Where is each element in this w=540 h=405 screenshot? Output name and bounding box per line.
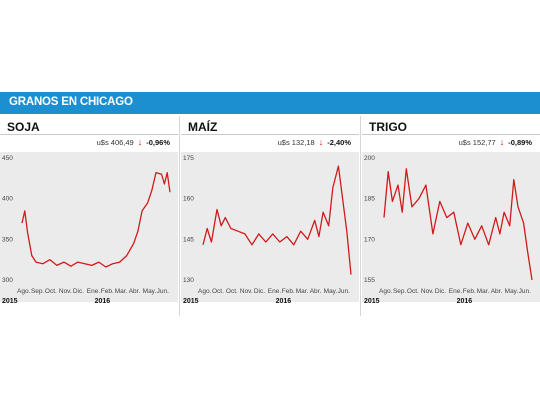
x-tick-label: Ene. [268,288,282,295]
x-tick-label: Jun. [338,288,350,295]
x-tick-label: Nov. [421,288,434,295]
plot-background [362,152,540,302]
x-tick-label: Mar. [296,288,309,295]
y-tick-label: 450 [2,155,13,162]
x-tick-label: Dic. [73,288,84,295]
line-chart: 155 170 185 200 Ago. Sep. Oct. Nov. Dic. Ene. Feb.… [364,155,533,305]
x-tick-label: May. [505,288,519,295]
x-tick-label: Nov. [240,288,253,295]
banner-title: GRANOS EN CHICAGO [9,96,133,108]
x-tick-label: Feb. [282,288,295,295]
x-tick-label: Abr. [310,288,322,295]
year-label: 2015 [2,298,18,305]
x-tick-label: Mar. [115,288,128,295]
x-tick-label: Mar. [477,288,490,295]
x-tick-label: Abr. [129,288,141,295]
series-line [383,168,533,281]
panel-title: TRIGO [369,120,407,134]
down-arrow-icon: ↓ [499,137,505,147]
price-row: u$s 152,77 ↓ -0,89% [458,137,532,148]
x-tick-label: May. [324,288,338,295]
panel-title: MAÍZ [188,120,218,134]
y-tick-label: 185 [364,196,375,203]
panel-trigo: TRIGO u$s 152,77 ↓ -0,89% 155 170 185 200 Ag… [362,116,540,316]
x-tick-label: Sep. [31,288,45,295]
change-value: -2,40% [327,138,351,147]
panel-title: SOJA [7,120,40,134]
year-label: 2016 [276,298,292,305]
y-tick-label: 145 [183,236,194,243]
x-tick-label: Ene. [449,288,463,295]
x-tick-label: Jun. [157,288,169,295]
x-tick-label: Oct. [45,288,57,295]
year-label: 2015 [364,298,380,305]
x-tick-label: Nov. [59,288,72,295]
x-tick-label: Oct. [226,288,238,295]
price-row: u$s 406,49 ↓ -0,96% [96,137,170,148]
plot-background [0,152,178,302]
series-line [202,165,352,275]
panel-divider [360,116,361,316]
y-tick-label: 175 [183,155,194,162]
series-line [21,171,171,268]
y-tick-label: 170 [364,236,375,243]
price-value: u$s 132,18 [277,138,315,147]
plot-background [181,152,359,302]
y-tick-label: 200 [364,155,375,162]
y-tick-label: 400 [2,196,13,203]
price-value: u$s 406,49 [96,138,134,147]
header-divider [362,134,540,135]
x-tick-label: Ago. [17,288,31,295]
x-tick-label: Jun. [519,288,531,295]
x-tick-label: Ene. [87,288,101,295]
price-value: u$s 152,77 [458,138,496,147]
change-value: -0,96% [146,138,170,147]
panel-maiz: MAÍZ u$s 132,18 ↓ -2,40% 130 145 160 175 Ago… [181,116,359,316]
y-tick-label: 155 [364,277,375,284]
x-tick-label: May. [143,288,157,295]
x-tick-label: Abr. [491,288,503,295]
year-label: 2015 [183,298,199,305]
header-divider [181,134,359,135]
header-divider [0,134,178,135]
down-arrow-icon: ↓ [318,137,324,147]
price-row: u$s 132,18 ↓ -2,40% [277,137,351,148]
year-label: 2016 [95,298,111,305]
down-arrow-icon: ↓ [137,137,143,147]
x-tick-label: Feb. [101,288,114,295]
x-tick-label: Ago. [379,288,393,295]
y-tick-label: 350 [2,236,13,243]
x-tick-label: Dic. [254,288,265,295]
banner: GRANOS EN CHICAGO [0,92,540,114]
panel-soja: SOJA u$s 406,49 ↓ -0,96% 300 350 400 450 Ago… [0,116,178,316]
x-tick-label: Sep. [393,288,407,295]
x-tick-label: Feb. [463,288,476,295]
change-value: -0,89% [508,138,532,147]
x-tick-label: Oct. [212,288,224,295]
line-chart: 300 350 400 450 Ago. Sep. Oct. Nov. Dic. Ene. Feb.… [2,155,171,305]
y-tick-label: 160 [183,196,194,203]
year-label: 2016 [457,298,473,305]
x-tick-label: Oct. [407,288,419,295]
panel-divider [179,116,180,316]
y-tick-label: 300 [2,277,13,284]
x-tick-label: Ago. [198,288,212,295]
y-tick-label: 130 [183,277,194,284]
x-tick-label: Dic. [435,288,446,295]
